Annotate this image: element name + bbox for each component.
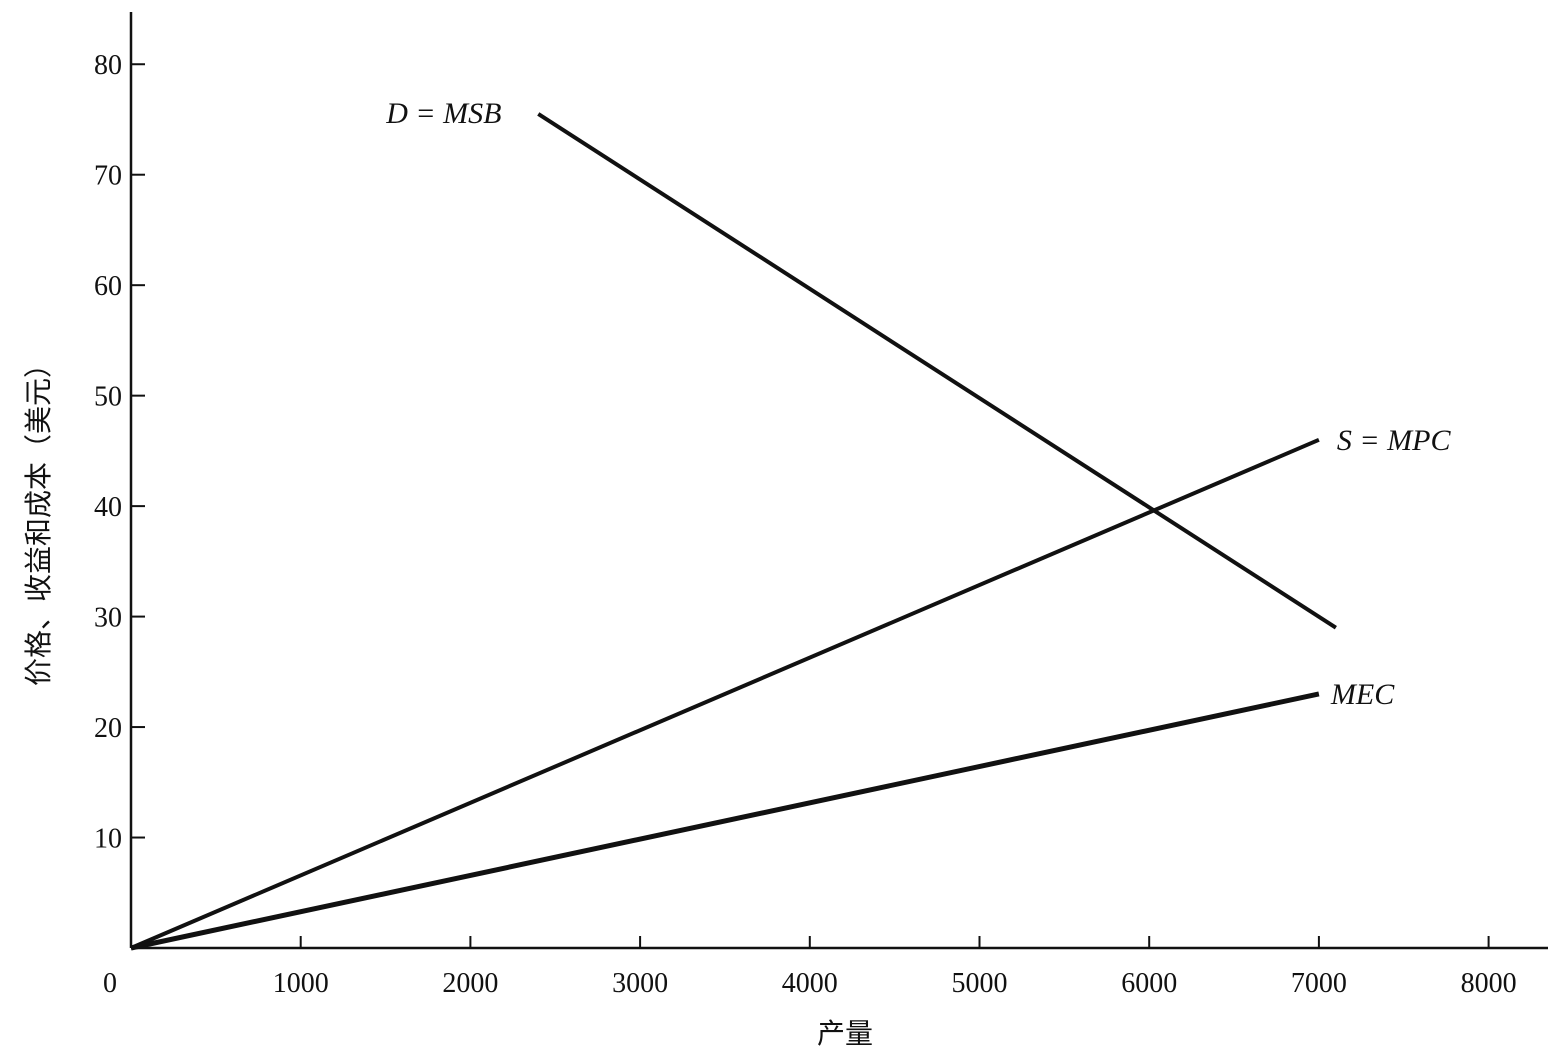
x-tick-label: 7000 xyxy=(1291,968,1347,999)
series-lines xyxy=(130,112,1337,951)
x-tick-label: 2000 xyxy=(442,968,498,999)
y-tick-label: 10 xyxy=(94,824,122,855)
series-line xyxy=(130,437,1320,950)
y-tick-label: 20 xyxy=(94,713,122,744)
y-axis-ticks: 10 20 30 40 50 60 70 80 xyxy=(94,50,145,855)
x-tick-label: 3000 xyxy=(612,968,668,999)
series-label: MEC xyxy=(1330,678,1395,711)
series-line xyxy=(537,112,1337,630)
x-tick-label: 1000 xyxy=(273,968,329,999)
y-axis-title: 价格、收益和成本（美元） xyxy=(22,350,55,686)
series-label: D = MSB xyxy=(385,97,501,130)
y-tick-label: 40 xyxy=(94,492,122,523)
series-labels: D = MSB S = MPC MEC xyxy=(385,97,1451,711)
x-axis-title: 产量 xyxy=(817,1017,873,1050)
y-tick-label: 80 xyxy=(94,50,122,81)
y-tick-label: 50 xyxy=(94,382,122,413)
y-tick-label: 60 xyxy=(94,271,122,302)
x-tick-label: 8000 xyxy=(1461,968,1517,999)
x-tick-label: 5000 xyxy=(952,968,1008,999)
x-tick-label: 0 xyxy=(103,968,117,999)
y-tick-label: 30 xyxy=(94,603,122,634)
axes xyxy=(129,12,1548,950)
x-tick-label: 4000 xyxy=(782,968,838,999)
series-label: S = MPC xyxy=(1337,424,1452,457)
x-axis-ticks: 0 1000 2000 3000 4000 5000 6000 7000 8000 xyxy=(103,936,1517,999)
x-tick-label: 6000 xyxy=(1121,968,1177,999)
y-tick-label: 70 xyxy=(94,161,122,192)
series-line xyxy=(130,691,1320,951)
